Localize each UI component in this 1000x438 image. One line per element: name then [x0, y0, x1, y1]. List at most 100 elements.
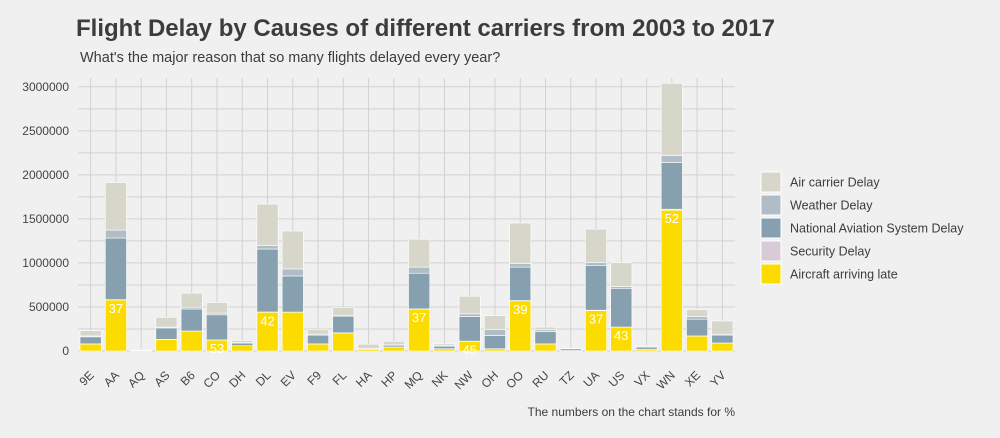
- bar-segment-AS-air-carrier-delay: [155, 317, 178, 328]
- bar-segment-AA-national-aviation-system-delay: [104, 237, 127, 300]
- bar-segment-DL-air-carrier-delay: [256, 203, 279, 246]
- bar-segment-US-air-carrier-delay: [610, 262, 633, 287]
- y-tick-label: 2000000: [22, 168, 69, 182]
- bar-segment-FL-aircraft-arriving-late: [332, 332, 355, 352]
- bar-segment-RU-national-aviation-system-delay: [534, 331, 557, 345]
- x-tick-label: RU: [529, 368, 551, 390]
- bar-segment-NW-national-aviation-system-delay: [458, 316, 481, 342]
- legend-swatch: [760, 240, 782, 262]
- bar-segment-NK-national-aviation-system-delay: [433, 345, 456, 350]
- percent-label-NW: 45: [462, 342, 476, 357]
- bar-segment-F9-national-aviation-system-delay: [307, 334, 329, 345]
- bar-segment-XE-aircraft-arriving-late: [686, 335, 709, 352]
- bar-segment-FL-air-carrier-delay: [332, 307, 355, 316]
- bar-segment-NK-aircraft-arriving-late: [433, 348, 456, 352]
- x-tick-label: US: [606, 368, 628, 390]
- y-tick-label: 2500000: [22, 124, 69, 138]
- bar-segment-DH-air-carrier-delay: [231, 340, 254, 343]
- y-tick-label: 500000: [29, 300, 69, 314]
- bar-segment-F9-aircraft-arriving-late: [307, 343, 329, 352]
- x-tick-label: WN: [654, 368, 678, 392]
- bar-segment-DH-aircraft-arriving-late: [231, 345, 254, 352]
- x-tick-label: NK: [429, 368, 451, 390]
- bar-segment-RU-aircraft-arriving-late: [534, 343, 557, 352]
- bar-segment-NW-air-carrier-delay: [458, 295, 481, 315]
- bar-segment-F9-air-carrier-delay: [307, 329, 329, 335]
- bar-segment-WN-national-aviation-system-delay: [660, 162, 683, 210]
- bar-segment-MQ-weather-delay: [408, 266, 431, 274]
- x-tick-label: AS: [151, 368, 172, 389]
- legend-label: Security Delay: [790, 245, 871, 259]
- percent-label-OO: 39: [513, 302, 527, 317]
- bar-segment-WN-air-carrier-delay: [660, 82, 683, 156]
- bar-segment-AA-air-carrier-delay: [104, 182, 127, 231]
- bar-segment-B6-aircraft-arriving-late: [180, 330, 203, 352]
- bar-segment-YV-aircraft-arriving-late: [711, 342, 734, 352]
- bar-segment-HP-air-carrier-delay: [382, 340, 405, 346]
- percent-label-UA: 37: [589, 311, 603, 326]
- x-tick-label: VX: [631, 368, 652, 389]
- bar-segment-OH-weather-delay: [484, 329, 506, 336]
- legend-swatch: [760, 263, 782, 285]
- bar-segment-OH-national-aviation-system-delay: [484, 335, 506, 350]
- legend-swatch: [760, 171, 782, 193]
- bar-segment-CO-national-aviation-system-delay: [206, 314, 228, 341]
- bar-segment-RU-air-carrier-delay: [534, 326, 557, 331]
- bar-segment-YV-national-aviation-system-delay: [711, 334, 734, 344]
- bar-segment-UA-national-aviation-system-delay: [585, 265, 607, 311]
- x-tick-label: F9: [304, 368, 324, 388]
- bar-segment-AS-aircraft-arriving-late: [155, 339, 178, 352]
- bar-segment-OO-national-aviation-system-delay: [509, 266, 532, 301]
- bar-segment-MQ-national-aviation-system-delay: [408, 272, 431, 310]
- x-tick-label: DL: [253, 368, 274, 389]
- percent-label-AA: 37: [109, 301, 123, 316]
- x-tick-label: HA: [353, 368, 375, 390]
- x-tick-label: DH: [226, 368, 248, 390]
- bar-segment-FL-national-aviation-system-delay: [332, 315, 355, 334]
- x-tick-label: HP: [378, 368, 400, 390]
- bar-segment-EV-air-carrier-delay: [281, 230, 304, 270]
- bar-segment-US-national-aviation-system-delay: [610, 287, 633, 328]
- bar-segment-UA-air-carrier-delay: [585, 228, 607, 263]
- bar-segment-HA-air-carrier-delay: [357, 343, 380, 349]
- x-tick-label: AQ: [125, 368, 147, 390]
- bar-segment-9E-air-carrier-delay: [79, 330, 102, 337]
- bar-segment-WN-aircraft-arriving-late: [660, 209, 683, 352]
- bar-segment-UA-weather-delay: [585, 262, 607, 266]
- bar-segment-DH-national-aviation-system-delay: [231, 342, 254, 346]
- bar-segment-HP-aircraft-arriving-late: [382, 346, 405, 352]
- y-tick-label: 0: [62, 344, 69, 358]
- legend-label: Air carrier Delay: [790, 176, 880, 190]
- bars: [79, 82, 734, 352]
- bar-segment-OH-aircraft-arriving-late: [484, 348, 506, 352]
- legend-label: Weather Delay: [790, 199, 873, 213]
- x-tick-label: YV: [707, 368, 728, 389]
- x-tick-label: 9E: [76, 368, 96, 388]
- bar-segment-B6-national-aviation-system-delay: [180, 308, 203, 332]
- y-tick-label: 1000000: [22, 256, 69, 270]
- x-tick-label: B6: [178, 368, 199, 389]
- y-axis: 0 500000 1000000 1500000 2000000 2500000 30000…: [22, 80, 69, 358]
- legend-swatch: [760, 217, 782, 239]
- chart-caption: The numbers on the chart stands for %: [528, 405, 736, 419]
- bar-segment-NK-air-carrier-delay: [433, 343, 456, 346]
- bar-segment-AA-weather-delay: [104, 229, 127, 239]
- bar-segment-XE-air-carrier-delay: [686, 309, 709, 317]
- bar-segment-9E-aircraft-arriving-late: [79, 343, 102, 352]
- legend-swatch: [760, 194, 782, 216]
- x-tick-label: OO: [503, 368, 526, 391]
- bar-segment-YV-air-carrier-delay: [711, 320, 734, 335]
- y-tick-label: 3000000: [22, 80, 69, 94]
- y-tick-label: 1500000: [22, 212, 69, 226]
- chart-subtitle: What's the major reason that so many fli…: [80, 50, 500, 66]
- bar-segment-EV-weather-delay: [281, 268, 304, 277]
- x-tick-label: NW: [452, 368, 477, 393]
- bar-segment-DL-weather-delay: [256, 245, 279, 250]
- legend-label: Aircraft arriving late: [790, 268, 898, 282]
- bar-segment-AS-national-aviation-system-delay: [155, 327, 178, 340]
- bar-segment-WN-weather-delay: [660, 155, 683, 163]
- bar-segment-NW-weather-delay: [458, 313, 481, 317]
- legend-label: National Aviation System Delay: [790, 222, 964, 236]
- percent-label-MQ: 37: [412, 310, 426, 325]
